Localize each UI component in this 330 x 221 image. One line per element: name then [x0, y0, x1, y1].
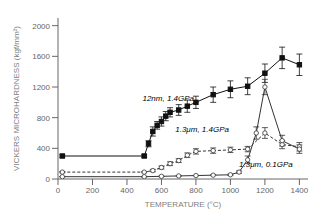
svg-text:1200: 1200	[256, 186, 274, 195]
svg-text:VICKERS MICROHARDNESS (kgf/mm²: VICKERS MICROHARDNESS (kgf/mm²)	[12, 26, 21, 171]
svg-text:400: 400	[120, 186, 134, 195]
svg-text:400: 400	[37, 144, 51, 153]
svg-text:0: 0	[56, 186, 61, 195]
svg-text:0: 0	[46, 175, 51, 184]
svg-text:12nm, 1.4GPa: 12nm, 1.4GPa	[142, 94, 194, 103]
svg-text:800: 800	[37, 114, 51, 123]
svg-text:200: 200	[86, 186, 100, 195]
svg-text:1600: 1600	[32, 52, 50, 61]
svg-text:800: 800	[189, 186, 203, 195]
svg-text:1.3μm, 1.4GPa: 1.3μm, 1.4GPa	[175, 125, 229, 134]
svg-text:1.3μm, 0.1GPa: 1.3μm, 0.1GPa	[239, 160, 293, 169]
svg-text:1000: 1000	[222, 186, 240, 195]
svg-text:1200: 1200	[32, 83, 50, 92]
svg-text:600: 600	[155, 186, 169, 195]
svg-text:2000: 2000	[32, 22, 50, 31]
svg-text:TEMPERATURE (°C): TEMPERATURE (°C)	[145, 200, 222, 209]
svg-text:1400: 1400	[290, 186, 308, 195]
